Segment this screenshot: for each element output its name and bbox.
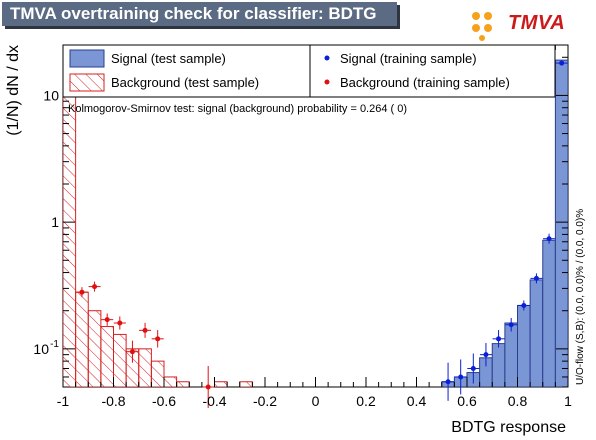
x-tick-label: 0.4 [407, 393, 427, 409]
background-test-bar [150, 360, 165, 387]
background-train-point [155, 336, 161, 342]
x-tick-label: -1 [57, 393, 70, 409]
x-axis-label: BDTG response [451, 419, 566, 436]
background-test-bar [239, 381, 253, 387]
signal-train-point [458, 374, 464, 380]
x-tick-label: -0.8 [101, 393, 125, 409]
legend-label-signal-test: Signal (test sample) [111, 51, 226, 66]
legend-swatch-signal-test [69, 49, 105, 68]
background-test-bar [87, 310, 102, 387]
x-tick-label: -0.2 [253, 393, 277, 409]
signal-train-point [559, 60, 565, 66]
x-tick-label: 0.6 [457, 393, 477, 409]
signal-train-point [533, 275, 539, 281]
legend-swatch-background-test [69, 73, 105, 92]
signal-train-point [508, 322, 514, 328]
x-tick-label: 1 [564, 393, 572, 409]
signal-test-bar [517, 304, 531, 387]
legend-marker-signal-train [324, 55, 330, 61]
background-train-point [129, 349, 135, 355]
background-train-point [117, 320, 123, 326]
signal-train-point [496, 336, 502, 342]
background-test-bar [113, 333, 127, 387]
background-test-bar [176, 381, 190, 387]
background-test-bar [100, 326, 114, 387]
background-train-point [205, 384, 211, 390]
tmva-logo-text: TMVA [508, 12, 566, 34]
y-tick-label: 10 [43, 87, 59, 103]
y-axis-label: (1/N) dN / dx [5, 45, 22, 136]
y-tick-label: 1 [51, 214, 59, 230]
legend-marker-background-train [324, 79, 330, 85]
x-tick-label: 0.8 [508, 393, 528, 409]
legend-label-background-test: Background (test sample) [111, 75, 259, 90]
background-train-point [142, 327, 148, 333]
signal-test-bar [529, 279, 544, 387]
x-tick-label: -0.6 [152, 393, 176, 409]
background-test-bar [138, 348, 152, 387]
signal-test-bar [554, 59, 568, 387]
signal-test-bar [542, 239, 556, 387]
signal-test-bar [504, 322, 518, 387]
x-tick-label: 0 [312, 393, 320, 409]
background-train-point [79, 289, 85, 295]
histogram-layer [63, 59, 568, 387]
signal-train-point [546, 236, 552, 242]
signal-train-point [445, 379, 451, 385]
x-tick-label: 0.2 [356, 393, 376, 409]
signal-train-point [521, 302, 527, 308]
ks-test-text: Kolmogorov-Smirnov test: signal (backgro… [68, 103, 407, 115]
x-tick-label: -0.4 [202, 393, 226, 409]
background-test-bar [163, 376, 178, 387]
plot-title: TMVA overtraining check for classifier: … [2, 2, 397, 26]
background-test-bar [214, 381, 228, 387]
tmva-logo-icon [472, 12, 492, 41]
background-train-point [92, 284, 98, 290]
y-tick-label: 10 [33, 341, 49, 357]
background-test-bar [75, 291, 89, 387]
overflow-text: U/O-flow (S,B): (0.0, 0.0)% / (0.0, 0.0)… [575, 209, 586, 385]
y-tick-exponent: -1 [50, 339, 59, 350]
legend-label-signal-train: Signal (training sample) [340, 51, 477, 66]
signal-train-point [470, 365, 476, 371]
marker-layer [63, 60, 568, 408]
background-train-point [104, 317, 110, 323]
signal-train-point [483, 352, 489, 358]
legend-label-background-train: Background (training sample) [340, 75, 510, 90]
signal-test-bar [491, 343, 506, 387]
legend-box-right [309, 44, 556, 98]
